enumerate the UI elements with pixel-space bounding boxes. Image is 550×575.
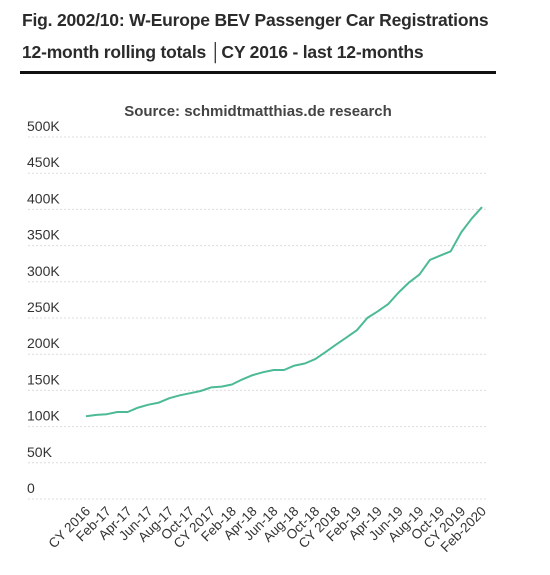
x-axis-tick-labels: CY 2016Feb-17Apr-17Jun-17Aug-17Oct-17CY … — [46, 504, 490, 555]
y-tick-label: 450K — [27, 154, 60, 170]
y-tick-label: 200K — [27, 335, 60, 351]
chart-source-label: Source: schmidtmatthias.de research — [124, 103, 392, 120]
title-divider-rule — [20, 71, 496, 74]
y-tick-label: 100K — [27, 408, 60, 424]
series-line — [85, 206, 483, 418]
y-tick-label: 350K — [27, 227, 60, 243]
y-tick-label: 300K — [27, 263, 60, 279]
gridlines — [28, 136, 486, 500]
y-tick-label: 500K — [27, 118, 60, 134]
y-tick-label: 50K — [27, 444, 53, 460]
y-axis-tick-labels: 500K 450K 400K 350K 300K 250K 200K 150K 100K 50K 0 — [27, 118, 60, 496]
chart-title-line-1: Fig. 2002/10: W-Europe BEV Passenger Car… — [22, 10, 489, 30]
y-tick-label: 0 — [27, 480, 35, 496]
chart-title-line-2: 12-month rolling totals │CY 2016 - last … — [22, 42, 424, 62]
y-tick-label: 150K — [27, 371, 60, 387]
y-tick-label: 250K — [27, 299, 60, 315]
y-tick-label: 400K — [27, 190, 60, 206]
